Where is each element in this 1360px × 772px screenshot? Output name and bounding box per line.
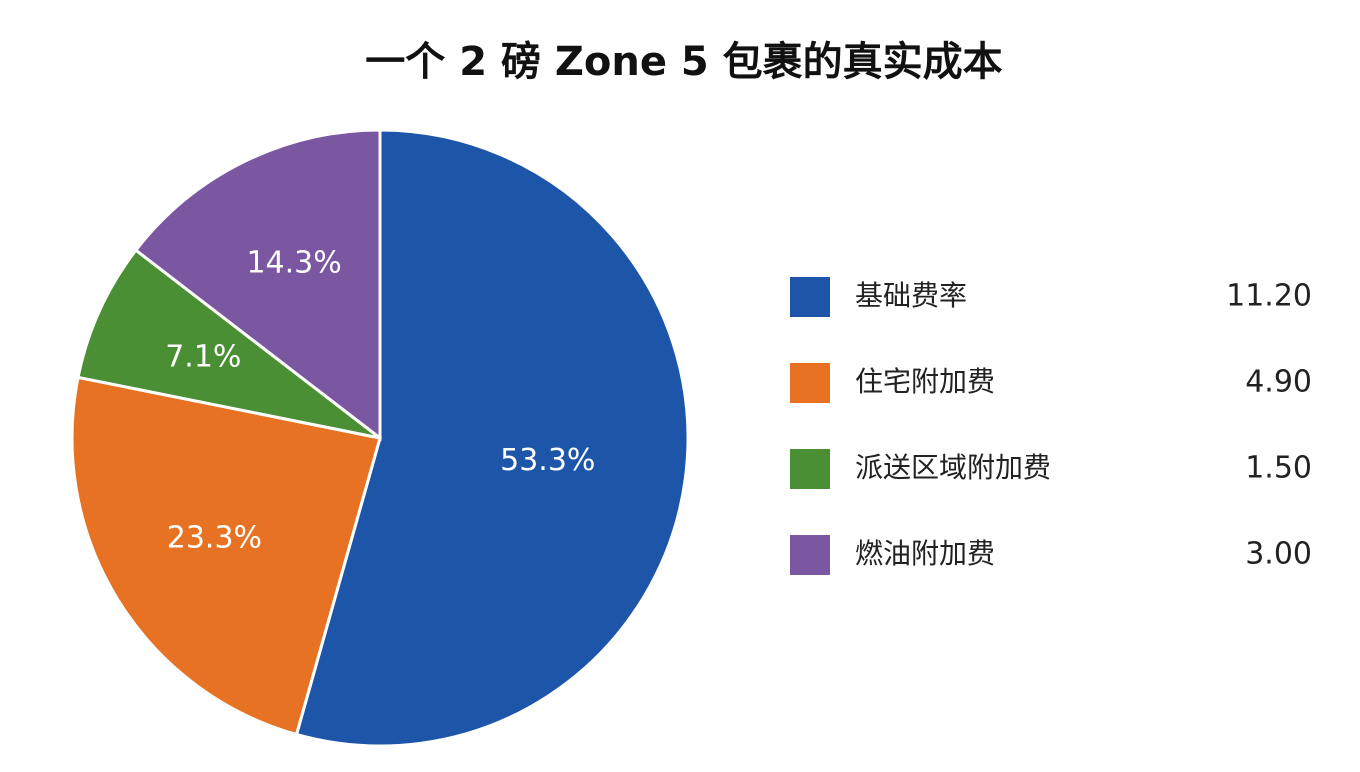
slice-label: 23.3% <box>167 521 262 556</box>
legend-swatch <box>790 363 830 403</box>
legend-swatch <box>790 277 830 317</box>
chart-title: 一个 2 磅 Zone 5 包裹的真实成本 <box>365 39 1002 85</box>
pie-slice <box>76 248 381 440</box>
slice-label: 53.3% <box>500 443 595 478</box>
legend-value: 3.00 <box>1245 537 1312 572</box>
legend-label: 派送区域附加费 <box>855 451 1051 484</box>
legend-label: 燃油附加费 <box>855 537 995 570</box>
pie-slice <box>294 128 690 748</box>
legend-swatch <box>790 535 830 575</box>
slice-label: 7.1% <box>165 339 241 374</box>
legend-value: 11.20 <box>1226 279 1312 314</box>
legend-label: 住宅附加费 <box>855 365 995 398</box>
pie-slice <box>70 375 382 737</box>
legend-value: 1.50 <box>1245 451 1312 486</box>
legend-label: 基础费率 <box>855 279 967 312</box>
legend-swatch <box>790 449 830 489</box>
legend-value: 4.90 <box>1245 365 1312 400</box>
pie-slice <box>133 128 382 442</box>
slice-label: 14.3% <box>246 245 341 280</box>
